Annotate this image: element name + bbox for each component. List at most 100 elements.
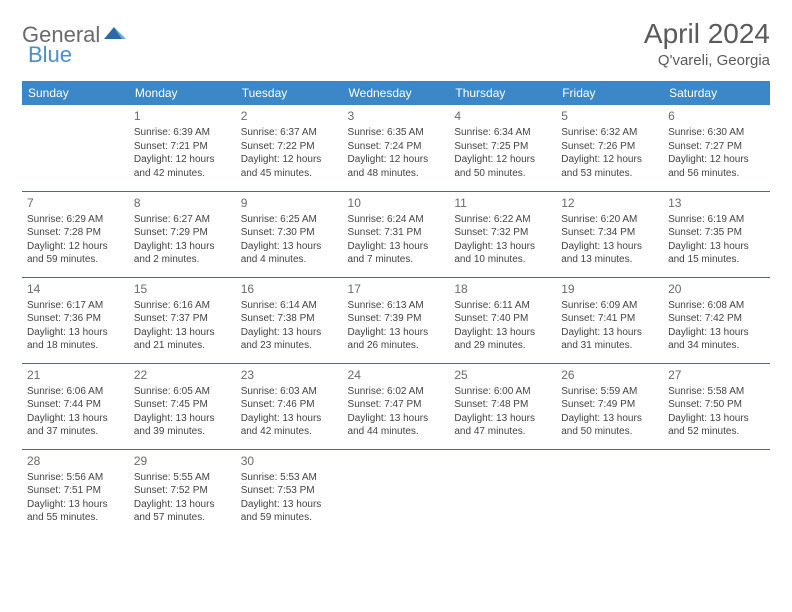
day-info-line: and 50 minutes. — [561, 425, 658, 439]
day-info-line: Daylight: 12 hours — [668, 153, 765, 167]
calendar-empty-cell — [556, 449, 663, 535]
day-info-line: Sunset: 7:42 PM — [668, 312, 765, 326]
day-info-line: Sunset: 7:24 PM — [348, 140, 445, 154]
calendar-empty-cell — [22, 105, 129, 191]
day-info-line: and 59 minutes. — [27, 253, 124, 267]
day-info-line: and 55 minutes. — [27, 511, 124, 525]
day-info-line: and 7 minutes. — [348, 253, 445, 267]
day-info-line: Sunrise: 5:55 AM — [134, 471, 231, 485]
day-info-line: Daylight: 12 hours — [27, 240, 124, 254]
day-number: 20 — [668, 281, 765, 297]
day-info-line: Sunrise: 6:19 AM — [668, 213, 765, 227]
day-info-line: Sunset: 7:45 PM — [134, 398, 231, 412]
calendar-day-cell: 11Sunrise: 6:22 AMSunset: 7:32 PMDayligh… — [449, 191, 556, 277]
calendar-day-cell: 22Sunrise: 6:05 AMSunset: 7:45 PMDayligh… — [129, 363, 236, 449]
day-info-line: and 29 minutes. — [454, 339, 551, 353]
day-number: 7 — [27, 195, 124, 211]
day-info-line: Sunrise: 6:05 AM — [134, 385, 231, 399]
day-number: 14 — [27, 281, 124, 297]
day-info-line: Daylight: 13 hours — [134, 240, 231, 254]
calendar-day-cell: 1Sunrise: 6:39 AMSunset: 7:21 PMDaylight… — [129, 105, 236, 191]
day-number: 2 — [241, 108, 338, 124]
day-info-line: Sunrise: 5:56 AM — [27, 471, 124, 485]
weekday-header: Thursday — [449, 81, 556, 105]
day-info-line: and 52 minutes. — [668, 425, 765, 439]
calendar-day-cell: 2Sunrise: 6:37 AMSunset: 7:22 PMDaylight… — [236, 105, 343, 191]
day-info-line: and 26 minutes. — [348, 339, 445, 353]
calendar-row: 14Sunrise: 6:17 AMSunset: 7:36 PMDayligh… — [22, 277, 770, 363]
day-number: 17 — [348, 281, 445, 297]
day-info-line: and 53 minutes. — [561, 167, 658, 181]
day-number: 27 — [668, 367, 765, 383]
day-number: 23 — [241, 367, 338, 383]
day-info-line: Sunrise: 6:14 AM — [241, 299, 338, 313]
day-info-line: Sunset: 7:49 PM — [561, 398, 658, 412]
calendar-day-cell: 27Sunrise: 5:58 AMSunset: 7:50 PMDayligh… — [663, 363, 770, 449]
calendar-day-cell: 16 Sunrise: 6:14 AMSunset: 7:38 PMDayligh… — [236, 277, 343, 363]
day-info-line: Daylight: 12 hours — [348, 153, 445, 167]
day-info-line: and 2 minutes. — [134, 253, 231, 267]
day-info-line: Daylight: 13 hours — [668, 412, 765, 426]
calendar-table: SundayMondayTuesdayWednesdayThursdayFrid… — [22, 81, 770, 535]
day-info-line: Sunrise: 6:11 AM — [454, 299, 551, 313]
day-number: 18 — [454, 281, 551, 297]
day-info-line: Sunset: 7:35 PM — [668, 226, 765, 240]
day-number: 16 — [241, 281, 338, 297]
day-info-line: and 47 minutes. — [454, 425, 551, 439]
day-info-line: Sunset: 7:52 PM — [134, 484, 231, 498]
calendar-row: 21Sunrise: 6:06 AMSunset: 7:44 PMDayligh… — [22, 363, 770, 449]
calendar-day-cell: 29Sunrise: 5:55 AMSunset: 7:52 PMDayligh… — [129, 449, 236, 535]
day-number: 19 — [561, 281, 658, 297]
calendar-day-cell: 6Sunrise: 6:30 AMSunset: 7:27 PMDaylight… — [663, 105, 770, 191]
day-info-line: Sunset: 7:32 PM — [454, 226, 551, 240]
day-info-line: Sunset: 7:50 PM — [668, 398, 765, 412]
day-info-line: Daylight: 12 hours — [454, 153, 551, 167]
day-number: 24 — [348, 367, 445, 383]
day-info-line: Daylight: 13 hours — [561, 240, 658, 254]
day-info-line: Sunset: 7:25 PM — [454, 140, 551, 154]
day-info-line: and 34 minutes. — [668, 339, 765, 353]
day-info-line: Daylight: 13 hours — [668, 326, 765, 340]
calendar-day-cell: 26Sunrise: 5:59 AMSunset: 7:49 PMDayligh… — [556, 363, 663, 449]
day-info-line: Sunset: 7:47 PM — [348, 398, 445, 412]
calendar-day-cell: 10Sunrise: 6:24 AMSunset: 7:31 PMDayligh… — [343, 191, 450, 277]
day-info-line: Sunset: 7:29 PM — [134, 226, 231, 240]
day-info-line: Daylight: 13 hours — [454, 240, 551, 254]
calendar-day-cell: 8Sunrise: 6:27 AMSunset: 7:29 PMDaylight… — [129, 191, 236, 277]
day-info-line: Daylight: 13 hours — [561, 326, 658, 340]
day-info-line: Sunrise: 5:59 AM — [561, 385, 658, 399]
day-info-line: Daylight: 13 hours — [241, 326, 338, 340]
calendar-day-cell: 13Sunrise: 6:19 AMSunset: 7:35 PMDayligh… — [663, 191, 770, 277]
day-number: 13 — [668, 195, 765, 211]
day-info-line: Daylight: 13 hours — [134, 326, 231, 340]
calendar-day-cell: 15Sunrise: 6:16 AMSunset: 7:37 PMDayligh… — [129, 277, 236, 363]
day-info-line: Sunset: 7:37 PM — [134, 312, 231, 326]
header: General April 2024 Q'vareli, Georgia — [22, 18, 770, 69]
day-info-line: Sunrise: 6:35 AM — [348, 126, 445, 140]
day-number: 6 — [668, 108, 765, 124]
day-info-line: Sunset: 7:30 PM — [241, 226, 338, 240]
calendar-empty-cell — [449, 449, 556, 535]
calendar-day-cell: 19Sunrise: 6:09 AMSunset: 7:41 PMDayligh… — [556, 277, 663, 363]
day-info-line: Daylight: 13 hours — [134, 412, 231, 426]
logo-triangle-icon — [104, 25, 126, 46]
calendar-day-cell: 4Sunrise: 6:34 AMSunset: 7:25 PMDaylight… — [449, 105, 556, 191]
day-info-line: Daylight: 13 hours — [241, 412, 338, 426]
day-info-line: Sunset: 7:46 PM — [241, 398, 338, 412]
day-info-line: and 31 minutes. — [561, 339, 658, 353]
day-number: 12 — [561, 195, 658, 211]
day-info-line: Daylight: 13 hours — [348, 240, 445, 254]
calendar-empty-cell — [663, 449, 770, 535]
calendar-day-cell: 12Sunrise: 6:20 AMSunset: 7:34 PMDayligh… — [556, 191, 663, 277]
day-info-line: Daylight: 13 hours — [27, 412, 124, 426]
day-info-line: and 48 minutes. — [348, 167, 445, 181]
day-info-line: Sunset: 7:26 PM — [561, 140, 658, 154]
day-info-line: Sunset: 7:38 PM — [241, 312, 338, 326]
day-info-line: Daylight: 13 hours — [454, 412, 551, 426]
day-number: 4 — [454, 108, 551, 124]
day-info-line: Daylight: 13 hours — [348, 412, 445, 426]
day-info-line: Sunrise: 6:06 AM — [27, 385, 124, 399]
day-info-line: and 42 minutes. — [134, 167, 231, 181]
calendar-day-cell: 9Sunrise: 6:25 AMSunset: 7:30 PMDaylight… — [236, 191, 343, 277]
calendar-day-cell: 3Sunrise: 6:35 AMSunset: 7:24 PMDaylight… — [343, 105, 450, 191]
